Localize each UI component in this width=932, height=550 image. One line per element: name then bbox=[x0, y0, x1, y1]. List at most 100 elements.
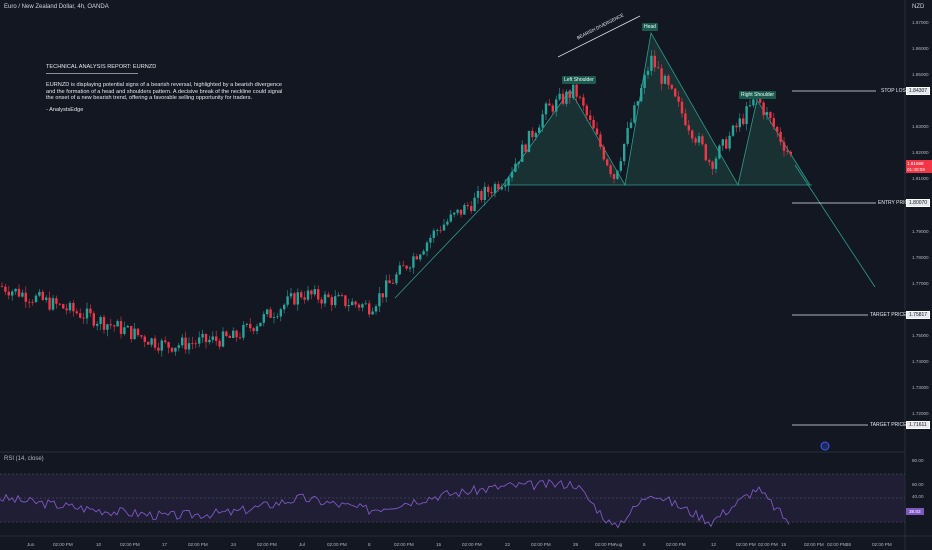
candle-body[interactable] bbox=[303, 297, 306, 300]
candle-body[interactable] bbox=[82, 317, 85, 319]
indicator-icon[interactable] bbox=[820, 441, 830, 451]
candle-body[interactable] bbox=[517, 161, 520, 164]
candle-body[interactable] bbox=[92, 313, 95, 326]
candle-body[interactable] bbox=[102, 317, 106, 330]
candle-body[interactable] bbox=[660, 68, 663, 84]
candle-body[interactable] bbox=[735, 125, 738, 128]
candle-body[interactable] bbox=[510, 171, 514, 178]
candle-body[interactable] bbox=[738, 118, 741, 128]
candle-body[interactable] bbox=[198, 337, 201, 344]
candle-body[interactable] bbox=[534, 132, 537, 138]
candle-body[interactable] bbox=[476, 191, 480, 198]
candle-body[interactable] bbox=[463, 205, 466, 215]
candle-body[interactable] bbox=[544, 103, 548, 115]
candle-body[interactable] bbox=[786, 150, 789, 152]
candle-body[interactable] bbox=[408, 267, 412, 269]
candle-body[interactable] bbox=[497, 184, 500, 190]
candle-body[interactable] bbox=[177, 345, 180, 348]
candle-body[interactable] bbox=[167, 342, 170, 348]
candle-body[interactable] bbox=[31, 301, 34, 303]
candle-body[interactable] bbox=[368, 303, 371, 315]
candle-body[interactable] bbox=[55, 298, 58, 304]
candle-body[interactable] bbox=[323, 294, 327, 304]
symbol-title[interactable]: Euro / New Zealand Dollar, 4h, OANDA bbox=[4, 4, 109, 10]
candle-body[interactable] bbox=[215, 336, 218, 341]
candle-body[interactable] bbox=[4, 286, 7, 292]
candle-body[interactable] bbox=[62, 304, 65, 309]
candle-body[interactable] bbox=[507, 177, 510, 186]
candle-body[interactable] bbox=[276, 316, 279, 318]
candle-body[interactable] bbox=[272, 317, 276, 318]
candle-body[interactable] bbox=[670, 84, 673, 89]
candle-body[interactable] bbox=[361, 304, 364, 308]
candle-body[interactable] bbox=[72, 302, 75, 312]
candle-body[interactable] bbox=[334, 296, 337, 306]
candle-body[interactable] bbox=[116, 321, 119, 327]
candle-body[interactable] bbox=[538, 127, 541, 133]
candle-body[interactable] bbox=[164, 340, 167, 343]
candle-body[interactable] bbox=[306, 290, 310, 300]
candle-body[interactable] bbox=[283, 304, 286, 310]
candle-body[interactable] bbox=[89, 308, 92, 314]
candle-body[interactable] bbox=[38, 291, 41, 296]
candle-body[interactable] bbox=[595, 128, 599, 135]
candle-body[interactable] bbox=[378, 293, 381, 307]
candle-body[interactable] bbox=[143, 336, 146, 342]
candle-body[interactable] bbox=[609, 165, 612, 175]
candle-body[interactable] bbox=[514, 163, 517, 172]
candle-body[interactable] bbox=[351, 301, 354, 306]
candle-body[interactable] bbox=[663, 75, 667, 84]
candle-body[interactable] bbox=[524, 144, 527, 153]
candle-body[interactable] bbox=[646, 70, 650, 75]
rsi-title[interactable]: RSI (14, close) bbox=[4, 456, 44, 462]
candle-body[interactable] bbox=[327, 294, 330, 298]
candle-body[interactable] bbox=[555, 99, 558, 112]
candle-body[interactable] bbox=[731, 125, 735, 136]
candle-body[interactable] bbox=[96, 323, 99, 326]
candle-body[interactable] bbox=[310, 290, 313, 295]
candle-body[interactable] bbox=[136, 328, 140, 336]
candle-body[interactable] bbox=[612, 174, 616, 179]
candle-body[interactable] bbox=[493, 184, 497, 194]
candle-body[interactable] bbox=[133, 328, 136, 340]
candle-body[interactable] bbox=[551, 105, 554, 112]
candle-body[interactable] bbox=[728, 135, 731, 149]
candle-body[interactable] bbox=[269, 309, 272, 318]
candle-body[interactable] bbox=[221, 331, 225, 347]
candle-body[interactable] bbox=[667, 75, 670, 85]
candle-body[interactable] bbox=[337, 295, 340, 297]
candle-body[interactable] bbox=[235, 330, 238, 338]
candle-body[interactable] bbox=[65, 308, 68, 311]
candle-body[interactable] bbox=[483, 186, 486, 200]
candle-body[interactable] bbox=[218, 340, 221, 347]
candle-body[interactable] bbox=[194, 343, 197, 345]
candle-body[interactable] bbox=[28, 301, 31, 303]
candle-body[interactable] bbox=[776, 126, 779, 132]
candle-body[interactable] bbox=[779, 131, 782, 142]
candle-body[interactable] bbox=[252, 328, 255, 332]
candle-body[interactable] bbox=[470, 206, 473, 212]
support-trendline[interactable] bbox=[394, 184, 504, 299]
candle-body[interactable] bbox=[147, 341, 150, 345]
candle-body[interactable] bbox=[181, 337, 184, 346]
candle-body[interactable] bbox=[228, 336, 231, 338]
candle-body[interactable] bbox=[130, 326, 133, 340]
candle-body[interactable] bbox=[140, 335, 143, 337]
candle-body[interactable] bbox=[24, 292, 27, 302]
candle-body[interactable] bbox=[500, 186, 503, 190]
candle-body[interactable] bbox=[582, 97, 585, 106]
candle-body[interactable] bbox=[266, 309, 269, 315]
candle-body[interactable] bbox=[344, 295, 347, 307]
candle-body[interactable] bbox=[412, 256, 415, 268]
candle-body[interactable] bbox=[391, 283, 395, 284]
candle-body[interactable] bbox=[395, 274, 398, 284]
candle-body[interactable] bbox=[718, 145, 721, 159]
candle-body[interactable] bbox=[364, 303, 367, 305]
candle-body[interactable] bbox=[619, 161, 622, 171]
candle-body[interactable] bbox=[436, 230, 439, 231]
candle-body[interactable] bbox=[126, 326, 129, 328]
candle-body[interactable] bbox=[677, 96, 680, 102]
candle-body[interactable] bbox=[623, 143, 626, 162]
candle-body[interactable] bbox=[429, 237, 432, 243]
candle-body[interactable] bbox=[45, 297, 48, 300]
